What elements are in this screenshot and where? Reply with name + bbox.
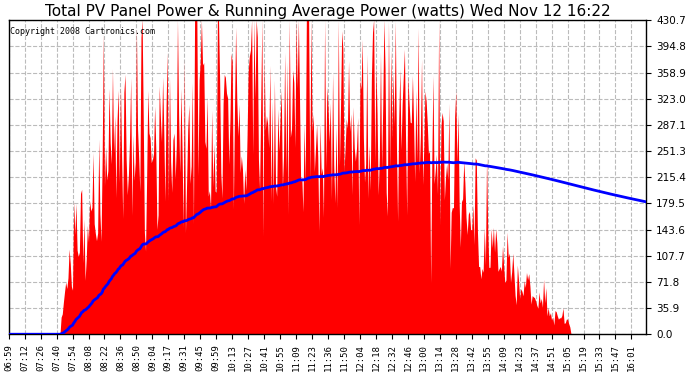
Text: Copyright 2008 Cartronics.com: Copyright 2008 Cartronics.com <box>10 27 155 36</box>
Title: Total PV Panel Power & Running Average Power (watts) Wed Nov 12 16:22: Total PV Panel Power & Running Average P… <box>45 4 610 19</box>
